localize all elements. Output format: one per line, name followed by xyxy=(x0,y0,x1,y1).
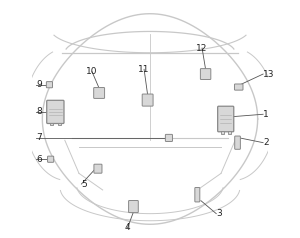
Bar xyxy=(220,131,224,134)
FancyBboxPatch shape xyxy=(94,88,105,99)
Text: 7: 7 xyxy=(36,134,42,142)
Text: 11: 11 xyxy=(138,65,150,74)
FancyBboxPatch shape xyxy=(129,200,138,213)
Text: 3: 3 xyxy=(216,209,222,218)
Text: 6: 6 xyxy=(36,155,42,164)
FancyBboxPatch shape xyxy=(47,156,54,162)
FancyBboxPatch shape xyxy=(47,100,64,124)
FancyBboxPatch shape xyxy=(218,106,234,132)
Bar xyxy=(58,123,61,125)
FancyBboxPatch shape xyxy=(94,164,102,173)
FancyBboxPatch shape xyxy=(46,82,52,88)
Text: 10: 10 xyxy=(86,67,98,76)
FancyBboxPatch shape xyxy=(142,94,153,106)
Text: 9: 9 xyxy=(36,80,42,89)
FancyBboxPatch shape xyxy=(165,134,172,141)
Text: 5: 5 xyxy=(81,179,87,188)
FancyBboxPatch shape xyxy=(200,69,211,79)
Text: 1: 1 xyxy=(263,110,269,119)
FancyBboxPatch shape xyxy=(235,84,243,90)
FancyBboxPatch shape xyxy=(195,188,200,202)
Text: 12: 12 xyxy=(196,44,208,53)
Bar xyxy=(50,123,53,125)
Text: 13: 13 xyxy=(263,69,275,79)
Text: 8: 8 xyxy=(36,107,42,116)
Text: 4: 4 xyxy=(125,223,130,232)
FancyBboxPatch shape xyxy=(235,136,240,149)
Bar xyxy=(228,131,231,134)
Text: 2: 2 xyxy=(263,138,269,147)
